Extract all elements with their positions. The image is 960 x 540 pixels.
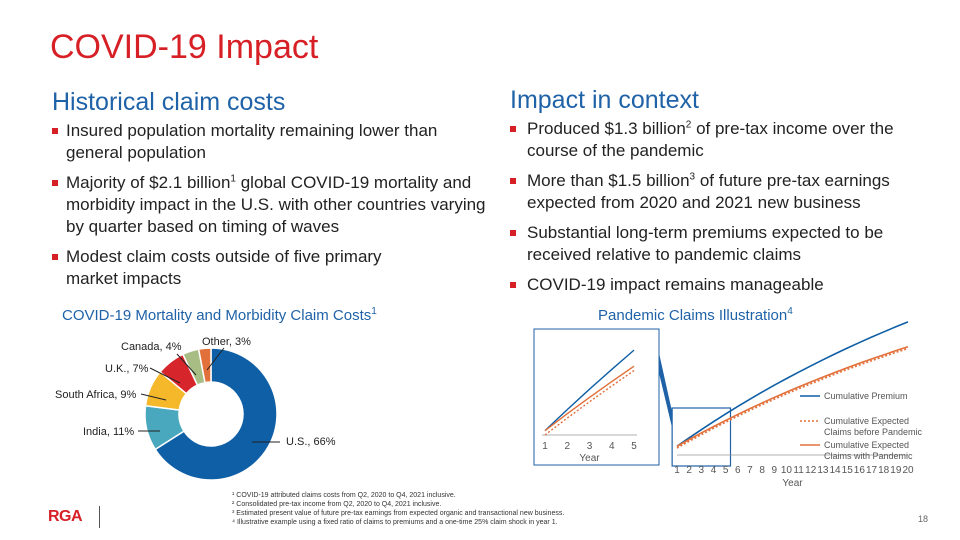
historical-claims-heading: Historical claim costs [52, 88, 286, 116]
x-tick-label: 4 [711, 465, 717, 476]
leader-line [176, 353, 197, 376]
claim-costs-donut-chart: U.S., 66% India, 11% South Africa, 9% U.K.,… [55, 336, 336, 481]
bullet-icon [510, 230, 516, 236]
bullet-icon [52, 128, 58, 134]
inset-x-tick-label: 1 [542, 441, 548, 452]
page-number: 18 [918, 514, 929, 524]
bullet-text: Produced $1.3 billion [527, 119, 686, 138]
legend-label: Cumulative Expected [824, 440, 909, 450]
x-tick-label: 15 [842, 465, 854, 476]
x-tick-label: 17 [866, 465, 878, 476]
bullet-item: Insured population mortality remaining l… [52, 120, 492, 164]
bullet-item: Majority of $2.1 billion1 global COVID-1… [52, 172, 492, 238]
pie-chart-title: COVID-19 Mortality and Morbidity Claim C… [62, 306, 377, 325]
footnote-ref: 1 [230, 173, 236, 185]
historical-claims-list: Insured population mortality remaining l… [52, 120, 492, 298]
impact-context-list: Produced $1.3 billion2 of pre-tax income… [510, 118, 930, 304]
bullet-item: Substantial long-term premiums expected … [510, 222, 930, 266]
footnote-3: ³ Estimated present value of future pre-… [232, 510, 565, 517]
x-tick-label: 9 [771, 465, 777, 476]
inset-series-line [544, 365, 635, 432]
slice-label: Other, 3% [202, 336, 251, 348]
leader-line [206, 347, 225, 371]
footnote-ref: 1 [371, 306, 377, 317]
bullet-text: More than $1.5 billion [527, 171, 690, 190]
x-tick-label: 18 [878, 465, 890, 476]
x-tick-label: 2 [686, 465, 692, 476]
bullet-item: More than $1.5 billion3 of future pre-ta… [510, 170, 930, 214]
bullet-icon [510, 282, 516, 288]
x-tick-label: 5 [723, 465, 729, 476]
bullet-item: Modest claim costs outside of five prima… [52, 246, 396, 290]
bullet-text: Substantial long-term premiums expected … [527, 223, 884, 264]
x-tick-label: 6 [735, 465, 741, 476]
x-tick-label: 16 [854, 465, 866, 476]
series-line [676, 321, 909, 447]
footnote-ref: 2 [685, 119, 692, 131]
x-axis-label: Year [782, 478, 803, 489]
bullet-icon [52, 254, 58, 260]
zoom-highlight-box [671, 407, 732, 467]
pandemic-claims-line-chart: 1 2 3 4 5 6 7 8 9 10 11 12 13 14 15 16 17 18 19 20YearCumul… [533, 321, 923, 489]
x-tick-label: 7 [747, 465, 753, 476]
impact-context-heading: Impact in context [510, 86, 699, 114]
inset-x-axis-label: Year [579, 453, 600, 464]
bullet-text: global COVID-19 mortality and morbidity … [66, 173, 486, 236]
footnote-ref: 3 [689, 171, 696, 183]
slice-label: South Africa, 9% [55, 389, 137, 401]
bullet-icon [510, 178, 516, 184]
x-tick-label: 3 [699, 465, 705, 476]
x-tick-label: 8 [759, 465, 765, 476]
footnote-4: ⁴ Illustrative example using a fixed rat… [232, 519, 558, 526]
line-title-text: Pandemic Claims Illustration [598, 307, 788, 324]
x-tick-label: 10 [781, 465, 793, 476]
x-tick-label: 1 [674, 465, 680, 476]
page-title: COVID-19 Impact [50, 28, 319, 66]
slice-label: U.S., 66% [286, 436, 336, 448]
slice-label: India, 11% [83, 426, 134, 438]
series-line [676, 345, 909, 447]
inset-x-tick-label: 3 [587, 441, 593, 452]
bullet-text: of future pre-tax earnings expected from… [527, 171, 890, 212]
bullet-text: Modest claim costs outside of five prima… [66, 247, 382, 288]
bullet-icon [510, 126, 516, 132]
inset-x-tick-label: 5 [631, 441, 637, 452]
slice-label: U.K., 7% [105, 363, 149, 375]
x-tick-label: 11 [793, 465, 804, 476]
bullet-text: Insured population mortality remaining l… [66, 121, 438, 162]
legend-label: Claims with Pandemic [824, 451, 913, 461]
x-tick-label: 20 [902, 465, 914, 476]
footnote-ref: 4 [787, 306, 793, 317]
x-tick-label: 12 [805, 465, 817, 476]
rga-logo: RGA [48, 508, 83, 525]
bullet-text: of pre-tax income over the course of the… [527, 119, 894, 160]
legend-label: Cumulative Expected [824, 416, 909, 426]
logo-divider [99, 506, 100, 528]
bullet-item: Produced $1.3 billion2 of pre-tax income… [510, 118, 930, 162]
slice-label: Canada, 4% [121, 341, 182, 353]
bullet-icon [52, 180, 58, 186]
x-tick-label: 14 [829, 465, 841, 476]
series-line [676, 347, 909, 449]
leader-line [149, 367, 181, 384]
bullet-item: COVID-19 impact remains manageable [510, 274, 930, 296]
legend-label: Cumulative Premium [824, 391, 908, 401]
pie-title-text: COVID-19 Mortality and Morbidity Claim C… [62, 307, 372, 324]
donut-slice [154, 347, 278, 481]
inset-x-tick-label: 4 [609, 441, 615, 452]
inset-x-tick-label: 2 [564, 441, 570, 452]
legend-label: Claims before Pandemic [824, 427, 923, 437]
x-tick-label: 19 [890, 465, 902, 476]
bullet-text: Majority of $2.1 billion [66, 173, 231, 192]
leader-line [140, 393, 167, 401]
bullet-text: COVID-19 impact remains manageable [527, 275, 824, 294]
inset-series-line [544, 349, 635, 432]
footnote-2: ² Consolidated pre-tax income from Q2, 2… [232, 501, 442, 508]
x-tick-label: 13 [817, 465, 829, 476]
donut-slice [197, 347, 212, 384]
footnote-1: ¹ COVID-19 attributed claims costs from … [232, 492, 456, 499]
line-chart-title: Pandemic Claims Illustration4 [598, 306, 793, 325]
zoom-connector [659, 353, 673, 428]
